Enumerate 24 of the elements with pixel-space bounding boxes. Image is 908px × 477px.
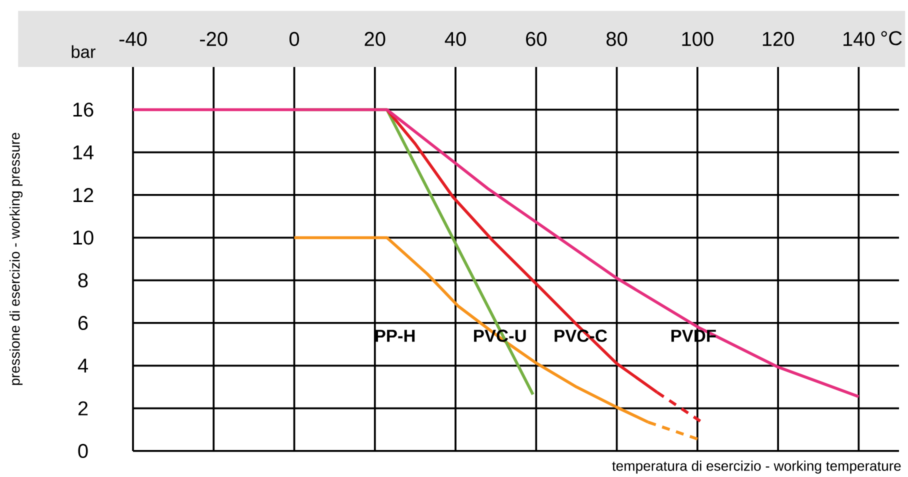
text: bar	[72, 45, 96, 58]
y-tick-label: 6	[78, 316, 88, 330]
x-tick-label: 80	[606, 32, 628, 46]
x-tick-label: 140	[844, 32, 875, 46]
y-tick-label: 4	[78, 358, 88, 373]
x-tick-label: -20	[200, 32, 228, 46]
x-tick-label: 120	[762, 32, 794, 46]
x-tick-label: 0	[289, 32, 300, 46]
y-tick-label: 8	[78, 273, 88, 288]
x-tick-label: 100	[682, 32, 714, 46]
y-tick-label: 14	[73, 145, 94, 160]
x-tick-label: 20	[364, 32, 386, 46]
y-tick-label: 16	[73, 102, 94, 117]
line-series	[132, 108, 860, 398]
y-tick-label: 10	[73, 230, 94, 245]
x-tick-label: 60	[526, 32, 546, 46]
y-tick-label: 12	[73, 188, 94, 202]
text: °C	[881, 31, 902, 46]
y-axis-title: pressione di esercizio - working pressure	[9, 132, 23, 385]
y-tick-label: 2	[78, 401, 88, 416]
x-axis-title: temperatura di esercizio - working temperature	[612, 460, 901, 474]
y-tick-label: 0	[78, 444, 88, 458]
x-tick-label: 40	[444, 32, 466, 46]
x-tick-label: -40	[119, 32, 147, 46]
